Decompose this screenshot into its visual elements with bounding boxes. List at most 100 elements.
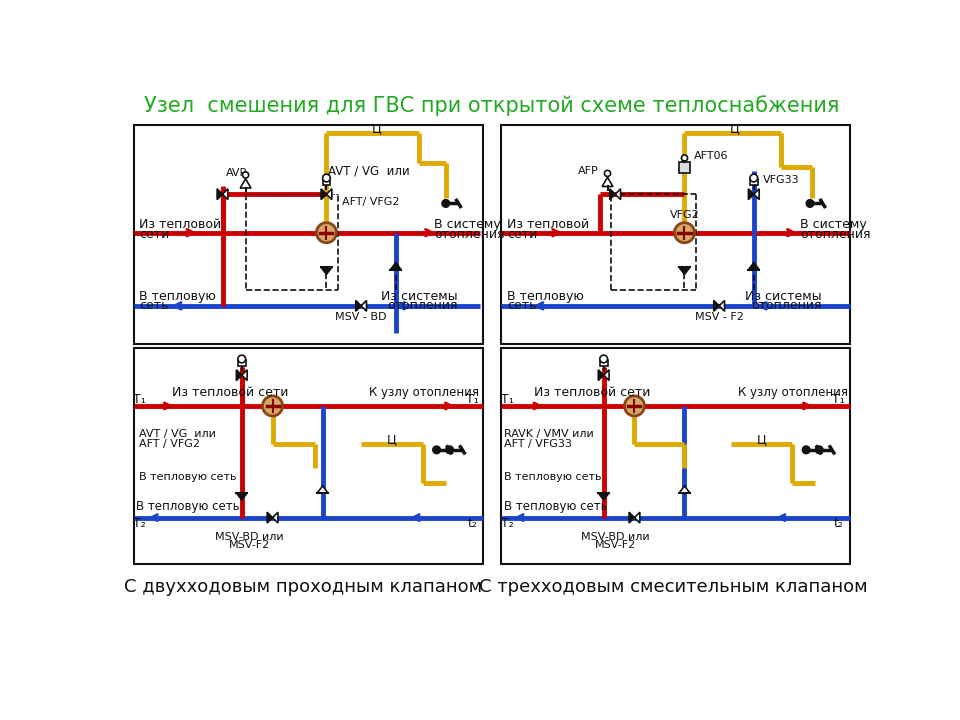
Text: AVT / VG  или: AVT / VG или bbox=[139, 429, 216, 439]
Text: T₁: T₁ bbox=[133, 393, 146, 406]
Text: T₁: T₁ bbox=[467, 393, 479, 406]
Text: сеть: сеть bbox=[139, 300, 169, 312]
Polygon shape bbox=[321, 189, 326, 199]
Bar bbox=[750, 179, 757, 185]
Polygon shape bbox=[754, 189, 759, 199]
Text: Ц: Ц bbox=[387, 433, 396, 446]
Text: сеть: сеть bbox=[508, 300, 537, 312]
Circle shape bbox=[238, 355, 246, 363]
Circle shape bbox=[624, 396, 644, 416]
Polygon shape bbox=[242, 370, 247, 381]
Circle shape bbox=[605, 171, 611, 176]
Text: В тепловую: В тепловую bbox=[139, 290, 216, 303]
Polygon shape bbox=[236, 370, 242, 381]
Bar bbox=[501, 125, 850, 344]
Polygon shape bbox=[615, 189, 620, 199]
Polygon shape bbox=[629, 512, 635, 523]
Polygon shape bbox=[223, 189, 228, 199]
Circle shape bbox=[433, 446, 441, 454]
Text: AFT06: AFT06 bbox=[694, 150, 729, 161]
Polygon shape bbox=[719, 300, 725, 311]
Bar bbox=[238, 360, 246, 366]
Bar bbox=[600, 360, 608, 366]
Text: отопления: отопления bbox=[800, 228, 871, 240]
Text: В тепловую: В тепловую bbox=[508, 290, 585, 303]
Text: Из тепловой сети: Из тепловой сети bbox=[535, 387, 651, 400]
Polygon shape bbox=[267, 512, 273, 523]
Polygon shape bbox=[356, 300, 361, 311]
Polygon shape bbox=[273, 512, 278, 523]
Text: Узел  смешения для ГВС при открытой схеме теплоснабжения: Узел смешения для ГВС при открытой схеме… bbox=[144, 95, 840, 116]
Text: сети: сети bbox=[139, 228, 170, 240]
Text: Из тепловой: Из тепловой bbox=[508, 218, 589, 232]
Polygon shape bbox=[635, 512, 639, 523]
Polygon shape bbox=[604, 370, 609, 381]
Text: В тепловую сеть: В тепловую сеть bbox=[136, 500, 240, 513]
Polygon shape bbox=[321, 267, 332, 274]
Text: В тепловую сеть: В тепловую сеть bbox=[504, 472, 601, 482]
Text: Ц: Ц bbox=[730, 122, 739, 135]
Bar bbox=[679, 162, 690, 173]
Text: MSV-F2: MSV-F2 bbox=[228, 540, 270, 550]
Text: RAVK / VMV или: RAVK / VMV или bbox=[504, 429, 593, 439]
Polygon shape bbox=[749, 263, 759, 270]
Text: T₁: T₁ bbox=[832, 393, 845, 406]
Circle shape bbox=[317, 222, 336, 243]
Circle shape bbox=[803, 446, 810, 454]
Polygon shape bbox=[679, 486, 690, 493]
Polygon shape bbox=[240, 179, 251, 188]
Text: К узлу отопления: К узлу отопления bbox=[369, 387, 479, 400]
Text: сети: сети bbox=[508, 228, 538, 240]
Text: MSV-BD или: MSV-BD или bbox=[215, 532, 284, 542]
Circle shape bbox=[815, 446, 823, 454]
Polygon shape bbox=[602, 177, 612, 186]
Text: отопления: отопления bbox=[387, 300, 457, 312]
Polygon shape bbox=[361, 300, 367, 311]
Text: AVP: AVP bbox=[226, 168, 247, 179]
Text: В систему: В систему bbox=[800, 218, 867, 232]
Text: отопления: отопления bbox=[751, 300, 822, 312]
Polygon shape bbox=[236, 493, 247, 500]
Polygon shape bbox=[679, 267, 690, 274]
Circle shape bbox=[442, 199, 449, 207]
Text: MSV - BD: MSV - BD bbox=[335, 312, 387, 323]
Text: С трехходовым смесительным клапаном: С трехходовым смесительным клапаном bbox=[479, 578, 867, 596]
Bar bbox=[323, 179, 330, 185]
Circle shape bbox=[750, 174, 757, 182]
Text: В тепловую сеть: В тепловую сеть bbox=[504, 500, 607, 513]
Bar bbox=[501, 348, 850, 564]
Text: отопления: отопления bbox=[434, 228, 505, 240]
Circle shape bbox=[262, 396, 282, 416]
Text: MSV-F2: MSV-F2 bbox=[594, 540, 636, 550]
Circle shape bbox=[323, 174, 330, 182]
Text: Из тепловой сети: Из тепловой сети bbox=[173, 387, 289, 400]
Circle shape bbox=[243, 172, 249, 178]
Polygon shape bbox=[598, 493, 609, 500]
Polygon shape bbox=[749, 189, 754, 199]
Text: К узлу отопления: К узлу отопления bbox=[738, 387, 849, 400]
Text: T₂: T₂ bbox=[133, 517, 146, 530]
Text: В тепловую сеть: В тепловую сеть bbox=[139, 472, 237, 482]
Text: С двухходовым проходным клапаном: С двухходовым проходным клапаном bbox=[124, 578, 483, 596]
Text: VFG2: VFG2 bbox=[670, 210, 700, 220]
Text: t₂: t₂ bbox=[468, 517, 478, 530]
Circle shape bbox=[600, 355, 608, 363]
Text: AFT / VFG2: AFT / VFG2 bbox=[139, 438, 201, 449]
Text: T₂: T₂ bbox=[501, 517, 514, 530]
Text: T₁: T₁ bbox=[501, 393, 514, 406]
Text: AFT / VFG33: AFT / VFG33 bbox=[504, 438, 571, 449]
Bar bbox=[134, 125, 483, 344]
Text: В систему: В систему bbox=[434, 218, 501, 232]
Polygon shape bbox=[610, 189, 615, 199]
Circle shape bbox=[675, 222, 694, 243]
Circle shape bbox=[445, 446, 453, 454]
Polygon shape bbox=[317, 486, 328, 493]
Bar bbox=[134, 348, 483, 564]
Polygon shape bbox=[217, 189, 223, 199]
Text: Из тепловой: Из тепловой bbox=[139, 218, 222, 232]
Text: VFG33: VFG33 bbox=[763, 176, 800, 185]
Text: Из системы: Из системы bbox=[745, 290, 822, 303]
Polygon shape bbox=[598, 370, 604, 381]
Text: t₂: t₂ bbox=[833, 517, 844, 530]
Circle shape bbox=[806, 199, 814, 207]
